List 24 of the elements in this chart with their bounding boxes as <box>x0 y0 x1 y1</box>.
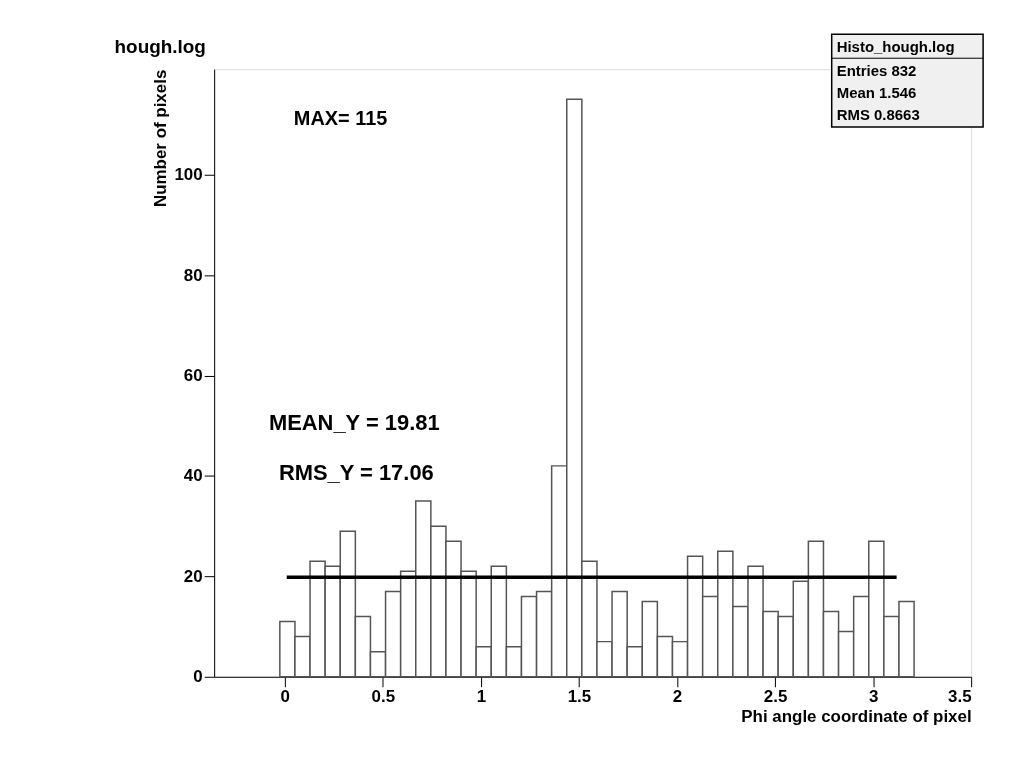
chart-title: hough.log <box>114 36 206 58</box>
annotation: MAX= 115 <box>293 106 388 129</box>
y-tick-label: 100 <box>174 165 203 185</box>
x-tick-label: 2 <box>672 687 683 707</box>
x-axis-title: Phi angle coordinate of pixel <box>741 707 972 727</box>
annotation: RMS 0.8663 <box>836 105 920 123</box>
y-tick-label: 0 <box>193 667 203 687</box>
x-tick-label: 3 <box>868 687 879 707</box>
x-tick-label: 1.5 <box>567 687 592 707</box>
annotation: Mean 1.546 <box>836 84 917 102</box>
x-tick-label: 2.5 <box>763 687 788 707</box>
y-axis-title: Number of pixels <box>151 69 171 207</box>
x-tick-label: 0 <box>280 687 290 707</box>
x-tick-label: 0.5 <box>371 687 396 707</box>
y-tick-label: 40 <box>183 466 203 486</box>
annotation: MEAN_Y = 19.81 <box>268 409 440 435</box>
text: Histo_hough.log <box>836 38 955 56</box>
annotation: Entries 832 <box>836 62 917 80</box>
y-tick-label: 60 <box>183 365 203 385</box>
y-tick-label: 80 <box>183 265 203 285</box>
annotation: RMS_Y = 17.06 <box>278 459 434 485</box>
y-tick-label: 20 <box>183 566 203 586</box>
x-tick-label: 1 <box>476 687 487 707</box>
x-tick-label: 3.5 <box>948 687 972 707</box>
